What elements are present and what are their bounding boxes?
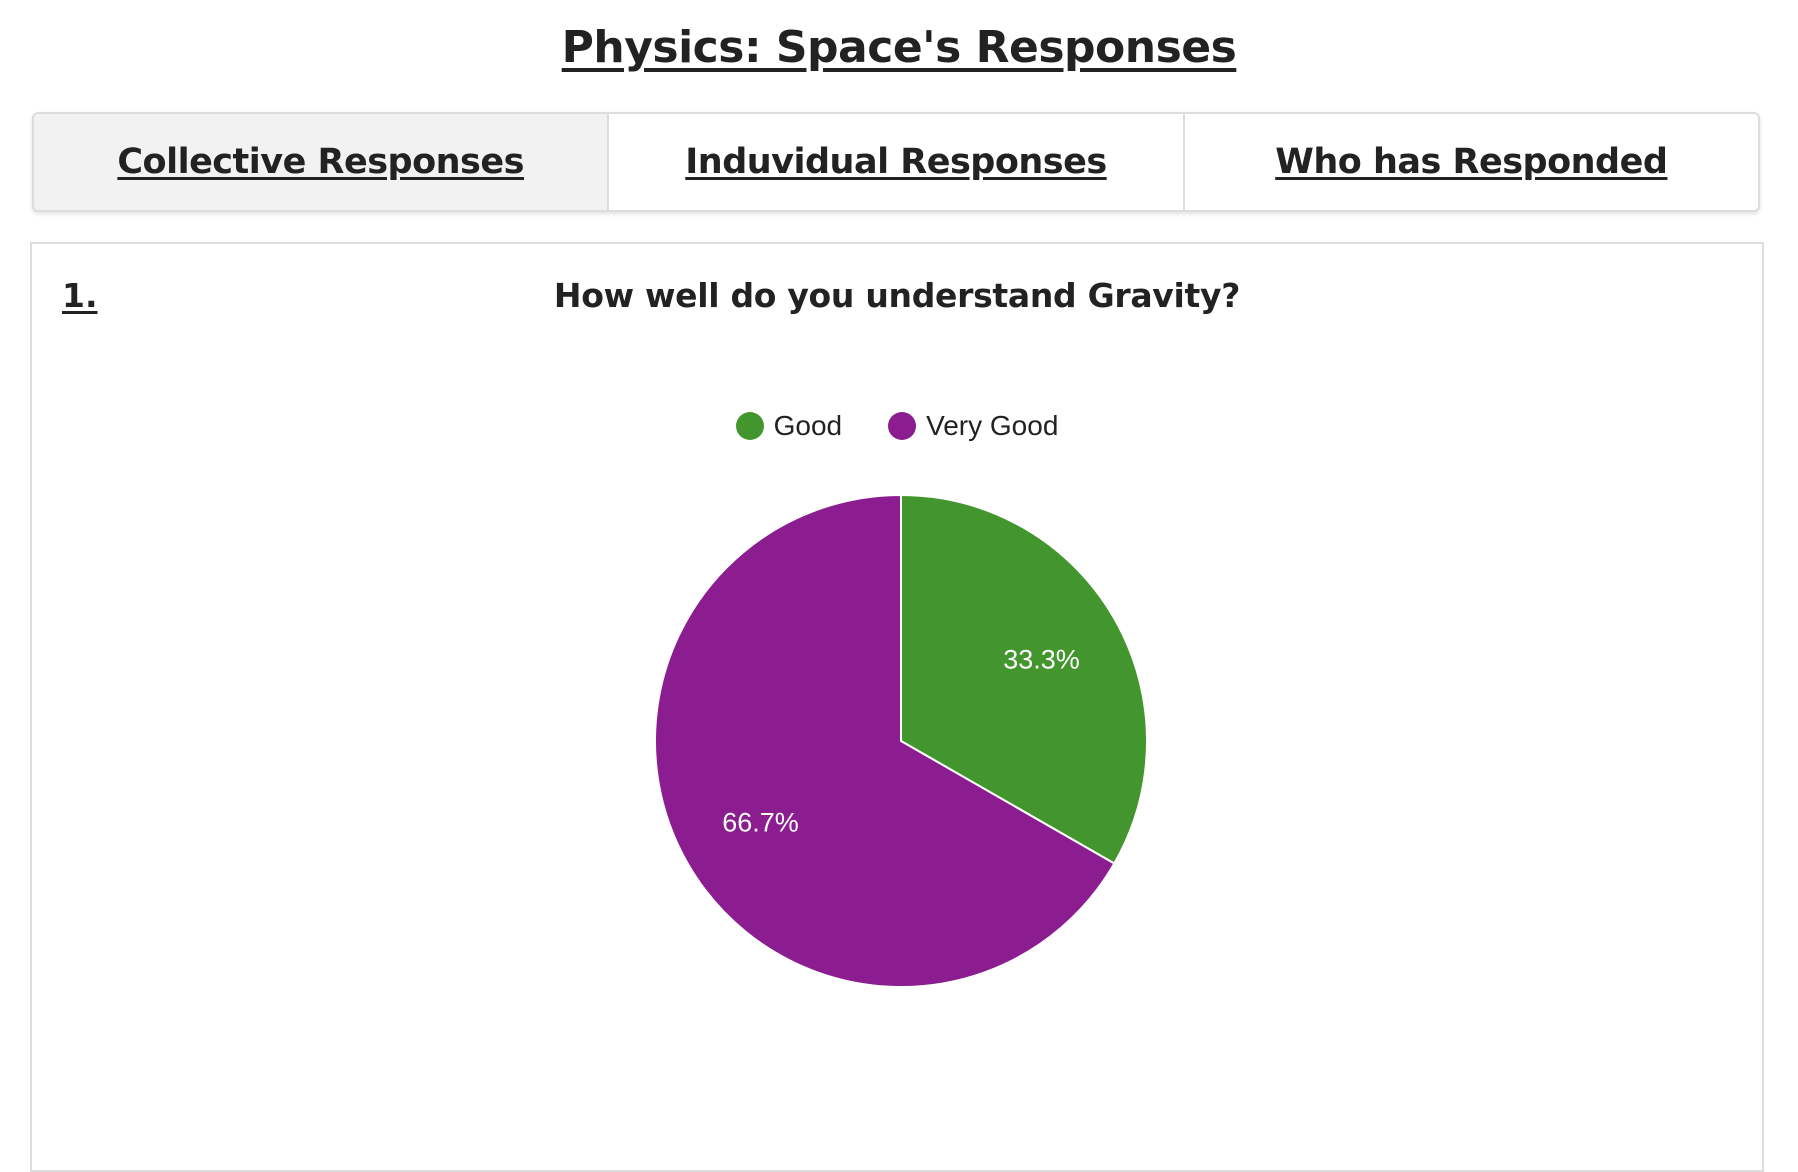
legend-swatch-very-good (888, 412, 917, 440)
slice-label-very-good: 66.7% (722, 807, 799, 837)
slice-label-good: 33.3% (1003, 645, 1080, 675)
pie-slice-very-good[interactable] (654, 493, 1116, 988)
legend-item-very-good[interactable]: Very Good (888, 410, 1058, 442)
legend-item-good[interactable]: Good (735, 410, 843, 442)
legend-swatch-good (735, 412, 764, 440)
question-card: How well do you understand Gravity? 1. G… (30, 242, 1764, 1172)
tab-who-has-responded[interactable]: Who has Responded (1182, 114, 1758, 210)
pie-chart: 33.3% 66.7% (654, 493, 1149, 988)
tab-induvidual-responses[interactable]: Induvidual Responses (607, 114, 1182, 210)
pie-slice-good[interactable] (900, 493, 1149, 865)
question-text: How well do you understand Gravity? (553, 276, 1241, 315)
chart-legend: Good Very Good (32, 410, 1762, 442)
response-tabs: Collective Responses Induvidual Response… (32, 112, 1760, 212)
legend-label-good: Good (773, 410, 843, 441)
question-number: 1. (62, 276, 98, 315)
tab-collective-responses[interactable]: Collective Responses (34, 114, 608, 210)
page-title: Physics: Space's Responses (561, 22, 1237, 73)
legend-label-very-good: Very Good (926, 410, 1059, 441)
